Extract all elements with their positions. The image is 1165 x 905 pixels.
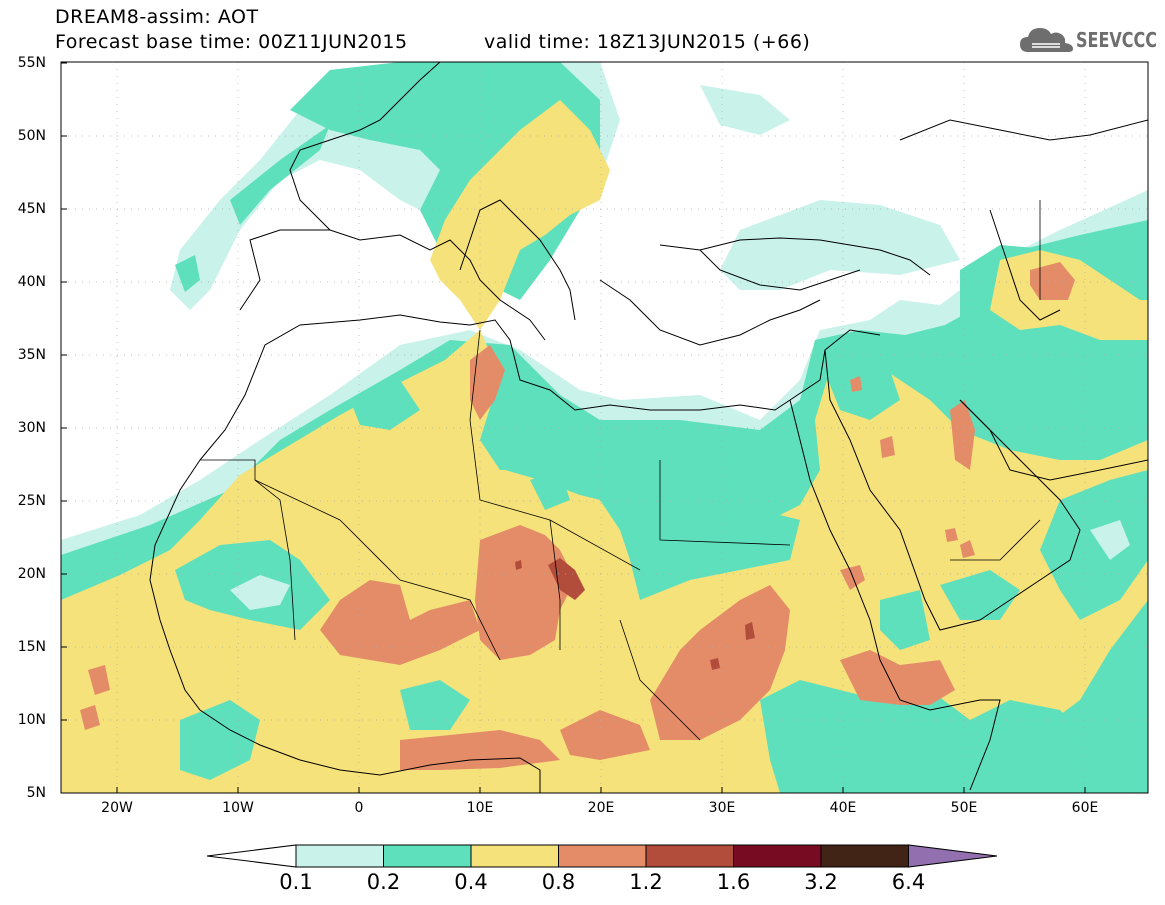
colorbar-label-0.2: 0.2 (354, 870, 414, 894)
lon-label-0: 0 (334, 800, 384, 816)
colorbar-right-arrow (909, 845, 998, 867)
colorbar-label-0.1: 0.1 (266, 870, 326, 894)
lat-label-25n: 25N (8, 493, 46, 509)
colorbar-label-0.8: 0.8 (529, 870, 589, 894)
lat-label-15n: 15N (8, 639, 46, 655)
colorbar (207, 845, 997, 867)
lat-label-50n: 50N (8, 128, 46, 144)
colorbar-label-1.6: 1.6 (704, 870, 764, 894)
valid-time: valid time: 18Z13JUN2015 (+66) (484, 31, 810, 53)
lon-label-30e: 30E (697, 800, 747, 816)
seevccc-logo: SEEVCCC (1018, 22, 1158, 58)
lon-label-40e: 40E (818, 800, 868, 816)
colorbar-swatch-0.1 (296, 845, 384, 867)
lat-label-30n: 30N (8, 420, 46, 436)
colorbar-swatch-0.4 (471, 845, 559, 867)
colorbar-swatch-1.2 (646, 845, 734, 867)
colorbar-swatch-0.8 (559, 845, 647, 867)
lat-label-45n: 45N (8, 201, 46, 217)
colorbar-label-0.4: 0.4 (441, 870, 501, 894)
lat-label-20n: 20N (8, 566, 46, 582)
lon-label-10w: 10W (213, 800, 263, 816)
lon-label-10e: 10E (455, 800, 505, 816)
logo-text: SEEVCCC (1076, 28, 1157, 52)
lat-label-55n: 55N (8, 55, 46, 71)
colorbar-swatch-0.2 (384, 845, 472, 867)
forecast-base-time: Forecast base time: 00Z11JUN2015 (55, 31, 408, 53)
cloud-icon (1018, 22, 1076, 58)
lon-label-60e: 60E (1060, 800, 1110, 816)
colorbar-label-6.4: 6.4 (879, 870, 939, 894)
lon-label-20e: 20E (576, 800, 626, 816)
lon-label-50e: 50E (939, 800, 989, 816)
lat-label-5n: 5N (8, 785, 46, 801)
lon-label-20w: 20W (92, 800, 142, 816)
lat-label-35n: 35N (8, 347, 46, 363)
colorbar-label-1.2: 1.2 (616, 870, 676, 894)
colorbar-label-3.2: 3.2 (791, 870, 851, 894)
colorbar-left-arrow (207, 845, 296, 867)
map-title: DREAM8-assim: AOT (55, 6, 259, 28)
lat-label-10n: 10N (8, 712, 46, 728)
lat-label-40n: 40N (8, 274, 46, 290)
colorbar-swatch-3.2 (821, 845, 909, 867)
aot-shading-layer (61, 62, 1148, 793)
colorbar-swatch-1.6 (734, 845, 822, 867)
